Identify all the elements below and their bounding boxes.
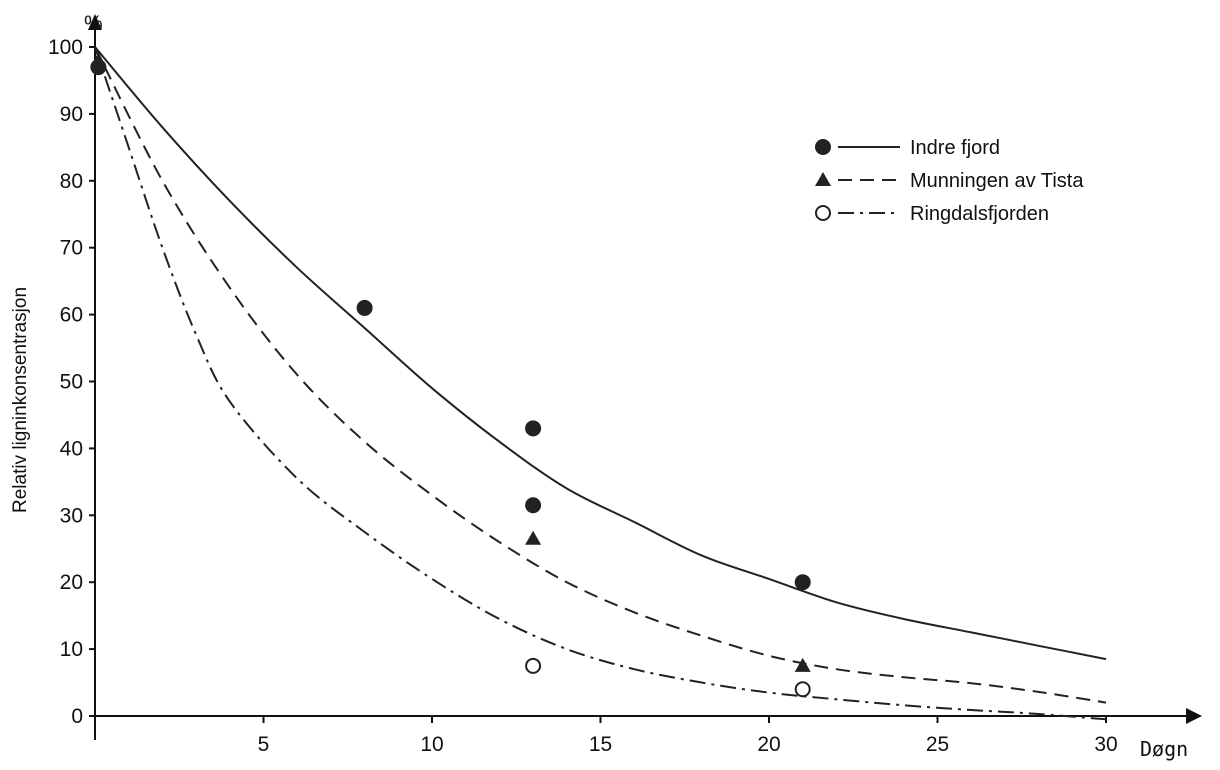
fitted-curves — [94, 46, 1107, 721]
x-tick-label: 15 — [589, 733, 612, 756]
x-tick-label: 5 — [258, 733, 270, 756]
x-tick-label: 30 — [1094, 733, 1117, 756]
y-tick-label: 10 — [60, 638, 83, 661]
y-tick-label: 80 — [60, 170, 83, 193]
y-tick-label: 60 — [60, 304, 83, 327]
y-tick-label: 40 — [60, 437, 83, 460]
point-munningen-av-tista — [525, 530, 542, 545]
y-tick-label: 20 — [60, 571, 83, 594]
data-markers — [90, 52, 811, 698]
point-munningen-av-tista — [794, 657, 811, 672]
point-indre-fjord — [794, 574, 811, 591]
y-axis-arrowhead — [88, 14, 102, 30]
legend: Indre fjord Munningen av Tista Ringdalsfjo… — [815, 137, 1084, 225]
point-indre-fjord — [525, 497, 542, 514]
legend-label-ringdalsfjorden: Ringdalsfjorden — [910, 203, 1049, 225]
legend-marker-indre-fjord — [815, 139, 831, 155]
x-axis-title: Døgn — [1140, 737, 1188, 761]
x-axis-arrowhead — [1186, 708, 1202, 724]
point-munningen-av-tista — [90, 52, 107, 67]
y-tick-label: 0 — [71, 705, 83, 728]
y-tick-label: 90 — [60, 103, 83, 126]
curve-indre-fjord — [94, 46, 1107, 661]
point-ringdalsfjorden — [794, 681, 811, 698]
x-tick-label: 25 — [926, 733, 949, 756]
y-axis-title: Relativ ligninkonsentrasjon — [10, 287, 31, 513]
legend-label-munningen-av-tista: Munningen av Tista — [910, 170, 1084, 192]
x-tick-label: 20 — [757, 733, 780, 756]
point-indre-fjord — [356, 299, 373, 316]
legend-marker-ringdalsfjorden — [815, 205, 831, 221]
y-tick-label: 70 — [60, 237, 83, 260]
curve-munningen-av-tista — [94, 46, 1107, 704]
y-tick-label: 50 — [60, 371, 83, 394]
axes: 0 10 20 30 40 50 60 70 80 90 100 5 10 15 20 25 30 — [48, 14, 1202, 756]
legend-label-indre-fjord: Indre fjord — [910, 137, 1000, 159]
point-indre-fjord — [525, 420, 542, 437]
y-tick-label: 30 — [60, 504, 83, 527]
legend-marker-munningen-av-tista — [815, 172, 831, 186]
x-tick-label: 10 — [420, 733, 443, 756]
point-ringdalsfjorden — [525, 657, 542, 674]
y-tick-label: 100 — [48, 36, 83, 59]
